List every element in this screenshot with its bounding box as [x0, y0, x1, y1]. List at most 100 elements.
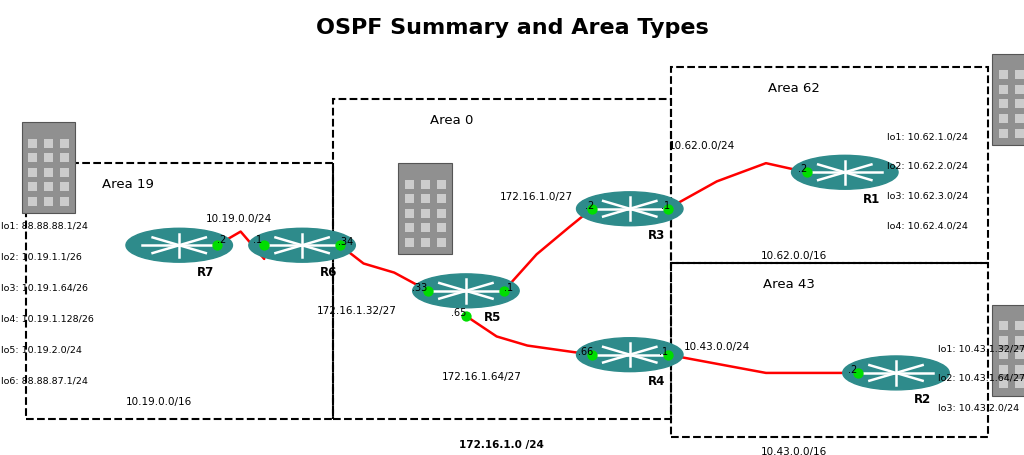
- Bar: [404, 195, 415, 204]
- Bar: [1015, 365, 1024, 374]
- Bar: [436, 180, 446, 189]
- Text: lo3: 10.62.3.0/24: lo3: 10.62.3.0/24: [887, 191, 968, 200]
- Bar: [59, 139, 70, 148]
- Text: Area 19: Area 19: [102, 177, 155, 191]
- Bar: [998, 129, 1009, 138]
- Bar: [998, 365, 1009, 374]
- Text: R3: R3: [648, 229, 665, 242]
- Bar: [1015, 86, 1024, 95]
- Bar: [436, 195, 446, 204]
- Bar: [333, 100, 671, 419]
- Text: .1: .1: [662, 200, 670, 210]
- Bar: [44, 154, 53, 163]
- Bar: [998, 379, 1009, 389]
- Text: lo2: 10.62.2.0/24: lo2: 10.62.2.0/24: [887, 162, 968, 171]
- Bar: [992, 305, 1024, 396]
- Bar: [22, 123, 75, 214]
- Text: lo3: 10.19.1.64/26: lo3: 10.19.1.64/26: [1, 283, 88, 292]
- Bar: [1015, 350, 1024, 359]
- Bar: [998, 115, 1009, 124]
- Point: [209, 242, 225, 249]
- Text: lo3: 10.43.2.0/24: lo3: 10.43.2.0/24: [938, 403, 1019, 412]
- Bar: [1015, 115, 1024, 124]
- Ellipse shape: [126, 229, 232, 263]
- Bar: [671, 264, 988, 437]
- Text: lo1: 10.62.1.0/24: lo1: 10.62.1.0/24: [887, 132, 968, 141]
- Text: .1: .1: [254, 234, 262, 244]
- Bar: [44, 139, 53, 148]
- Point: [256, 242, 272, 249]
- Bar: [44, 197, 53, 207]
- Bar: [59, 197, 70, 207]
- Bar: [998, 71, 1009, 80]
- Point: [850, 369, 866, 377]
- Bar: [998, 86, 1009, 95]
- Bar: [28, 139, 38, 148]
- Text: R1: R1: [863, 192, 880, 205]
- Ellipse shape: [843, 356, 949, 390]
- Bar: [436, 209, 446, 218]
- Point: [420, 288, 436, 295]
- Text: R4: R4: [648, 374, 665, 387]
- Bar: [436, 224, 446, 233]
- Point: [496, 288, 512, 295]
- Bar: [59, 154, 70, 163]
- Bar: [44, 168, 53, 177]
- Text: R6: R6: [321, 265, 337, 278]
- Text: lo5: 10.19.2.0/24: lo5: 10.19.2.0/24: [1, 344, 82, 354]
- Text: R2: R2: [914, 393, 931, 405]
- Bar: [28, 168, 38, 177]
- Bar: [998, 350, 1009, 359]
- Bar: [421, 180, 430, 189]
- Bar: [421, 209, 430, 218]
- Ellipse shape: [792, 156, 898, 190]
- Text: .2: .2: [585, 200, 595, 210]
- Text: lo4: 10.62.4.0/24: lo4: 10.62.4.0/24: [887, 221, 968, 230]
- Text: .1: .1: [659, 346, 668, 356]
- Point: [458, 313, 474, 320]
- Ellipse shape: [413, 274, 519, 308]
- Text: .34: .34: [339, 237, 353, 247]
- Bar: [671, 68, 988, 264]
- Bar: [1015, 129, 1024, 138]
- Text: lo1: 88.88.88.1/24: lo1: 88.88.88.1/24: [1, 221, 88, 230]
- Text: 10.43.0.0/16: 10.43.0.0/16: [761, 446, 826, 455]
- Text: lo4: 10.19.1.128/26: lo4: 10.19.1.128/26: [1, 313, 94, 323]
- Bar: [28, 197, 38, 207]
- Ellipse shape: [577, 192, 683, 226]
- Bar: [44, 183, 53, 192]
- Bar: [992, 55, 1024, 146]
- Text: .2: .2: [798, 164, 808, 174]
- Text: Area 62: Area 62: [768, 82, 820, 95]
- Bar: [436, 238, 446, 248]
- Text: Area 43: Area 43: [763, 278, 815, 291]
- Text: Area 0: Area 0: [430, 114, 473, 127]
- Point: [332, 242, 348, 249]
- Bar: [398, 164, 452, 255]
- Bar: [404, 238, 415, 248]
- Bar: [404, 209, 415, 218]
- Text: R5: R5: [484, 311, 501, 324]
- Bar: [28, 183, 38, 192]
- Text: .2: .2: [216, 234, 226, 244]
- Text: 10.62.0.0/24: 10.62.0.0/24: [669, 141, 734, 151]
- Text: 172.16.1.32/27: 172.16.1.32/27: [316, 305, 396, 315]
- Text: lo2: 10.43.1.64/27: lo2: 10.43.1.64/27: [938, 373, 1024, 382]
- Text: lo6: 88.88.87.1/24: lo6: 88.88.87.1/24: [1, 375, 88, 384]
- Point: [659, 351, 676, 359]
- Bar: [1015, 71, 1024, 80]
- Bar: [404, 180, 415, 189]
- Point: [659, 206, 676, 213]
- Text: 172.16.1.0 /24: 172.16.1.0 /24: [460, 439, 544, 449]
- Ellipse shape: [577, 338, 683, 372]
- Text: .65: .65: [451, 307, 467, 317]
- Bar: [421, 238, 430, 248]
- Bar: [1015, 379, 1024, 389]
- Text: OSPF Summary and Area Types: OSPF Summary and Area Types: [315, 18, 709, 38]
- Text: R7: R7: [198, 265, 214, 278]
- Bar: [59, 183, 70, 192]
- Bar: [1015, 321, 1024, 330]
- Text: 10.19.0.0/16: 10.19.0.0/16: [126, 396, 191, 406]
- Bar: [998, 100, 1009, 109]
- Bar: [404, 224, 415, 233]
